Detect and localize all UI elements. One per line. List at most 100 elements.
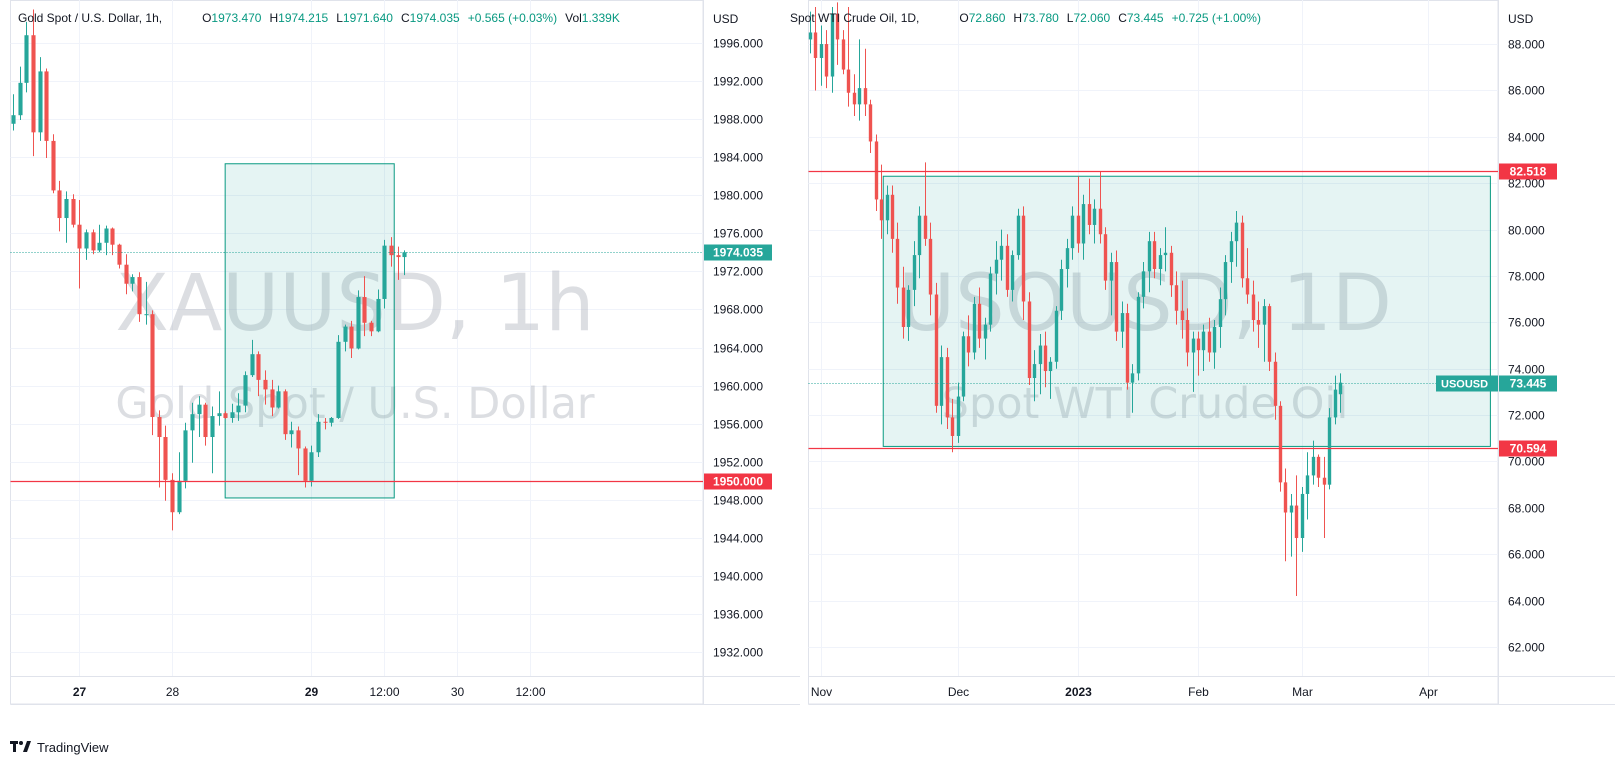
y-tick-label: 1976.000 [713, 227, 763, 241]
candle-up [1338, 382, 1343, 395]
candle-down [841, 39, 846, 70]
candle-down [1076, 215, 1081, 244]
candle-down [283, 391, 288, 435]
candle-down [1245, 278, 1250, 295]
current-price-label-bg [704, 244, 772, 261]
candle-up [97, 242, 102, 251]
panel-divider [800, 0, 808, 730]
candle-up [144, 314, 149, 316]
candle-down [203, 404, 208, 438]
y-tick-label: 1964.000 [713, 342, 763, 356]
candle-up [956, 396, 961, 436]
candle-up [210, 416, 215, 438]
y-tick-label: 1952.000 [713, 456, 763, 470]
candle-down [57, 190, 62, 219]
gold-high-value: 1974.215 [278, 11, 329, 25]
candle-up [1158, 255, 1163, 270]
candle-down [868, 104, 873, 142]
tradingview-brand: TradingView [37, 739, 109, 755]
candle-down [1169, 252, 1174, 286]
candle-up [1059, 269, 1064, 311]
candle-up [130, 277, 135, 284]
candle-down [835, 13, 840, 40]
candle-up [1130, 373, 1135, 383]
candle-down [1322, 477, 1327, 485]
candle-down [323, 421, 328, 423]
current-price-ticker: USOUSD [1441, 379, 1488, 391]
candle-up [1218, 299, 1223, 327]
y-tick-label: 1960.000 [713, 380, 763, 394]
candle-down [71, 198, 76, 225]
x-tick-label: 28 [166, 685, 180, 699]
y-tick-label: 1992.000 [713, 75, 763, 89]
candle-down [1005, 245, 1010, 290]
candle-up [912, 255, 917, 290]
candle-up [1333, 389, 1338, 418]
candle-down [117, 244, 122, 265]
candle-up [961, 336, 966, 397]
y-tick-label: 64.000 [1508, 595, 1545, 609]
candle-down [1278, 405, 1283, 483]
y-tick-label: 66.000 [1508, 548, 1545, 562]
candle-down [303, 448, 308, 481]
oil-close-key: C [1118, 11, 1127, 25]
horizontal-line-label-bg [704, 473, 772, 490]
watermark-symbol: XAUUSD, 1h [115, 259, 594, 349]
candle-down [1240, 222, 1245, 279]
candle-up [197, 404, 202, 415]
candle-down [1087, 204, 1092, 225]
oil-chart-canvas[interactable]: 88.000 86.000 84.000 82.000 80.000 78.000 76.0… [808, 0, 1615, 730]
tradingview-footer[interactable]: TradingView [10, 736, 109, 758]
oil-chart-panel[interactable]: 88.000 86.000 84.000 82.000 80.000 78.000 76.0… [790, 0, 1615, 730]
gold-chart-canvas[interactable]: 1996.000 1992.000 1988.000 1984.000 1980.000… [0, 0, 800, 730]
candle-up [1070, 215, 1075, 249]
candle-up [1081, 204, 1086, 244]
x-tick-label: 2023 [1065, 685, 1092, 699]
gold-close-key: C [400, 11, 410, 25]
candle-down [1207, 331, 1212, 353]
candle-down [1185, 320, 1190, 353]
candle-up [309, 452, 314, 481]
candle-down [150, 314, 155, 418]
y-tick-label: 84.000 [1508, 131, 1545, 145]
candle-up [1327, 417, 1332, 485]
candle-up [1147, 241, 1152, 272]
candle-down [1027, 301, 1032, 379]
x-tick-label: Mar [1292, 685, 1313, 699]
candle-down [31, 35, 36, 133]
candle-down [966, 336, 971, 353]
horizontal-line-label: 70.594 [1510, 442, 1547, 456]
currency-label: USD [713, 12, 739, 26]
candle-up [972, 303, 977, 353]
gold-volume-key: Vol [565, 11, 582, 25]
tradingview-logo-icon [10, 740, 32, 754]
candle-up [819, 44, 824, 58]
x-tick-label: Dec [948, 685, 969, 699]
y-tick-label: 88.000 [1508, 38, 1545, 52]
candle-down [349, 326, 354, 349]
gold-low-value: 1971.640 [342, 11, 393, 25]
x-tick-label: 30 [451, 685, 465, 699]
candle-down [91, 232, 96, 251]
plot-frame [10, 0, 704, 705]
candle-up [183, 430, 188, 481]
candle-up [1163, 252, 1168, 256]
candle-up [1300, 493, 1305, 539]
candle-up [250, 354, 255, 376]
candle-down [879, 199, 884, 221]
candle-up [217, 413, 222, 417]
gold-symbol-title: Gold Spot / U.S. Dollar, 1h, [18, 11, 163, 25]
candle-up [1054, 310, 1059, 362]
candle-down [923, 215, 928, 239]
oil-close-value: 73.445 [1126, 11, 1164, 25]
gold-chart-panel[interactable]: 1996.000 1992.000 1988.000 1984.000 1980.000… [0, 0, 800, 730]
y-tick-label: 1932.000 [713, 646, 763, 660]
candle-up [1092, 208, 1097, 225]
y-tick-label: 74.000 [1508, 363, 1545, 377]
candle-up [1289, 505, 1294, 513]
range-rectangle [882, 175, 1491, 447]
x-tick-label: Nov [811, 685, 832, 699]
candle-up [11, 115, 16, 124]
candle-up [329, 417, 334, 423]
gold-open-value: 1973.470 [211, 11, 262, 25]
